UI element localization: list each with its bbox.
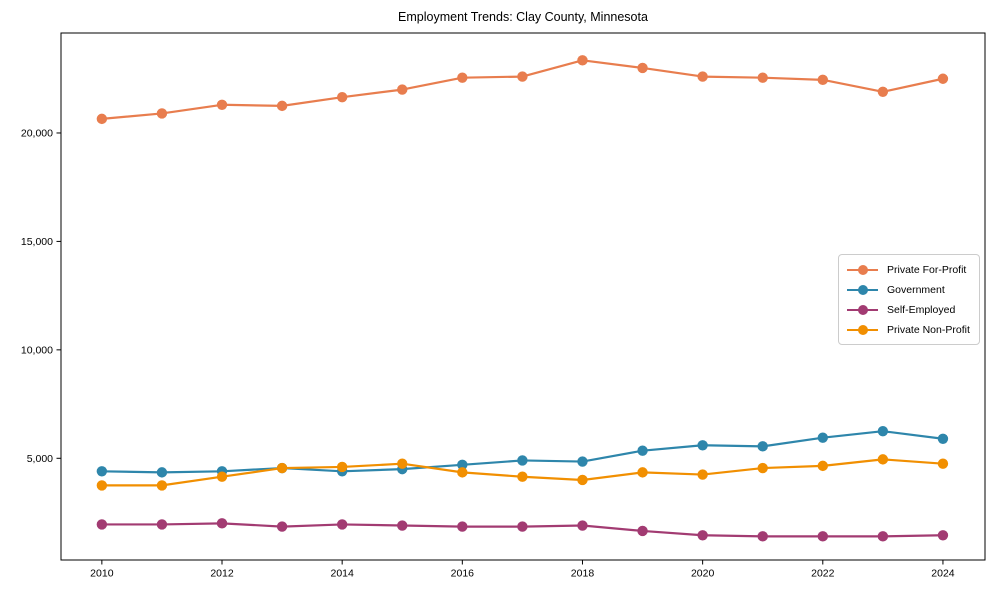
data-point-private-non-profit (937, 458, 949, 469)
data-point-private-non-profit (457, 467, 468, 478)
x-tick-label: 2014 (330, 568, 354, 580)
data-point-self-employed (397, 520, 408, 531)
x-tick-label: 2020 (691, 568, 715, 580)
data-point-private-for-profit (577, 55, 588, 66)
legend-marker-icon (847, 320, 878, 340)
legend-label: Self-Employed (887, 304, 956, 316)
x-tick-label: 2022 (811, 568, 835, 580)
x-tick-label: 2024 (931, 568, 955, 580)
legend-item: Self-Employed (839, 300, 979, 320)
data-point-private-non-profit (336, 461, 348, 473)
plot-frame (60, 32, 986, 561)
y-tick-label: 5,000 (27, 453, 53, 465)
data-point-self-employed (637, 525, 648, 537)
data-point-private-for-profit (757, 72, 768, 83)
legend-marker-icon (847, 260, 878, 280)
x-tick-label: 2012 (210, 568, 234, 580)
data-point-private-for-profit (397, 84, 408, 95)
data-point-government (757, 441, 768, 452)
data-point-self-employed (457, 521, 468, 532)
legend-marker-icon (847, 300, 878, 320)
legend: Private For-Profit Government Self-Employe… (838, 254, 980, 345)
legend-item: Government (839, 280, 979, 300)
data-point-self-employed (937, 530, 949, 541)
data-point-private-non-profit (397, 458, 408, 469)
data-point-private-non-profit (517, 471, 528, 482)
data-point-government (517, 455, 528, 466)
x-tick-label: 2010 (90, 568, 114, 580)
data-point-private-for-profit (96, 113, 108, 125)
data-point-government (577, 456, 588, 467)
data-point-private-for-profit (457, 72, 468, 83)
data-point-private-for-profit (517, 71, 528, 82)
data-point-private-for-profit (216, 99, 228, 110)
data-point-private-for-profit (637, 62, 648, 74)
data-point-self-employed (577, 520, 588, 531)
data-point-government (96, 466, 108, 477)
x-tick-label: 2016 (451, 568, 475, 580)
data-point-private-non-profit (577, 474, 588, 486)
data-point-government (817, 432, 828, 443)
legend-marker-icon (847, 280, 878, 300)
data-point-government (457, 459, 468, 470)
data-point-government (877, 425, 889, 437)
data-point-private-non-profit (276, 462, 288, 474)
data-point-self-employed (96, 519, 108, 530)
data-point-self-employed (697, 530, 708, 541)
data-point-government (937, 433, 949, 444)
data-point-private-non-profit (757, 462, 768, 474)
legend-label: Private For-Profit (887, 264, 967, 276)
data-point-private-non-profit (877, 454, 889, 465)
data-point-private-for-profit (697, 71, 708, 82)
x-tick-label: 2018 (571, 568, 595, 580)
data-point-government (156, 467, 168, 478)
data-point-self-employed (216, 518, 228, 529)
y-tick-label: 20,000 (21, 127, 53, 139)
data-point-private-for-profit (877, 86, 889, 97)
series-line-private-for-profit (100, 59, 945, 120)
data-point-private-non-profit (156, 480, 168, 491)
data-point-private-non-profit (817, 460, 828, 472)
data-point-self-employed (276, 521, 288, 532)
data-point-private-non-profit (216, 471, 228, 482)
data-point-government (637, 445, 648, 456)
data-point-self-employed (877, 531, 889, 542)
data-point-private-for-profit (937, 73, 949, 84)
y-tick-label: 15,000 (21, 236, 53, 248)
data-point-private-for-profit (276, 100, 288, 112)
data-point-private-for-profit (156, 108, 168, 119)
data-point-self-employed (757, 531, 768, 542)
legend-item: Private Non-Profit (839, 320, 979, 340)
y-tick-label: 10,000 (21, 344, 53, 356)
legend-label: Government (887, 284, 945, 296)
data-point-self-employed (156, 519, 168, 530)
data-point-private-for-profit (336, 91, 348, 103)
data-point-private-non-profit (637, 467, 648, 478)
chart-title: Employment Trends: Clay County, Minnesot… (398, 10, 648, 24)
data-point-private-non-profit (697, 469, 708, 480)
legend-item: Private For-Profit (839, 260, 979, 280)
legend-label: Private Non-Profit (887, 324, 970, 336)
data-point-private-for-profit (817, 74, 828, 86)
data-point-private-non-profit (96, 480, 108, 491)
data-point-government (697, 440, 708, 451)
data-point-self-employed (817, 531, 828, 542)
data-point-self-employed (336, 519, 348, 530)
data-point-self-employed (517, 521, 528, 532)
